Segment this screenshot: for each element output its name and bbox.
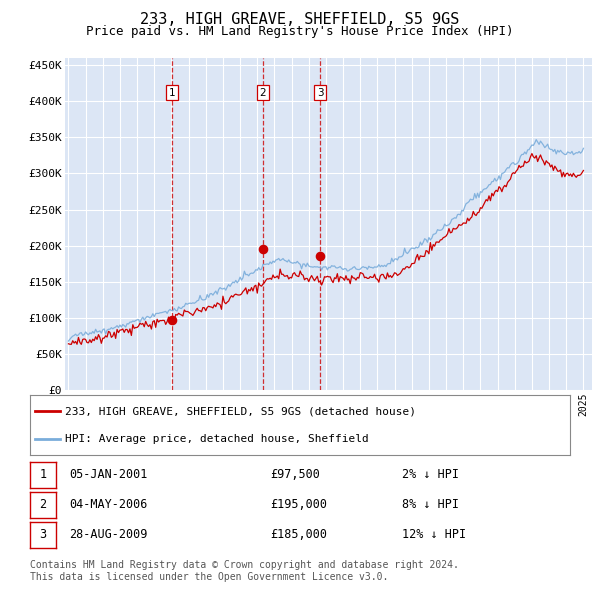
Text: 05-JAN-2001: 05-JAN-2001 — [69, 468, 148, 481]
Text: 2% ↓ HPI: 2% ↓ HPI — [402, 468, 459, 481]
Text: £97,500: £97,500 — [270, 468, 320, 481]
Text: 1: 1 — [169, 88, 175, 98]
Text: £185,000: £185,000 — [270, 529, 327, 542]
Text: 233, HIGH GREAVE, SHEFFIELD, S5 9GS (detached house): 233, HIGH GREAVE, SHEFFIELD, S5 9GS (det… — [65, 406, 416, 416]
Point — [167, 315, 176, 324]
Text: 3: 3 — [317, 88, 323, 98]
Text: 233, HIGH GREAVE, SHEFFIELD, S5 9GS: 233, HIGH GREAVE, SHEFFIELD, S5 9GS — [140, 12, 460, 27]
Point — [315, 252, 325, 261]
Text: Price paid vs. HM Land Registry's House Price Index (HPI): Price paid vs. HM Land Registry's House … — [86, 25, 514, 38]
Text: 3: 3 — [40, 529, 47, 542]
Text: 8% ↓ HPI: 8% ↓ HPI — [402, 499, 459, 512]
Text: Contains HM Land Registry data © Crown copyright and database right 2024.
This d: Contains HM Land Registry data © Crown c… — [30, 560, 459, 582]
Text: 2: 2 — [260, 88, 266, 98]
Text: £195,000: £195,000 — [270, 499, 327, 512]
Point — [258, 244, 268, 254]
Text: 04-MAY-2006: 04-MAY-2006 — [69, 499, 148, 512]
Text: 1: 1 — [40, 468, 47, 481]
Text: 12% ↓ HPI: 12% ↓ HPI — [402, 529, 466, 542]
Text: 28-AUG-2009: 28-AUG-2009 — [69, 529, 148, 542]
Text: HPI: Average price, detached house, Sheffield: HPI: Average price, detached house, Shef… — [65, 434, 369, 444]
Text: 2: 2 — [40, 499, 47, 512]
